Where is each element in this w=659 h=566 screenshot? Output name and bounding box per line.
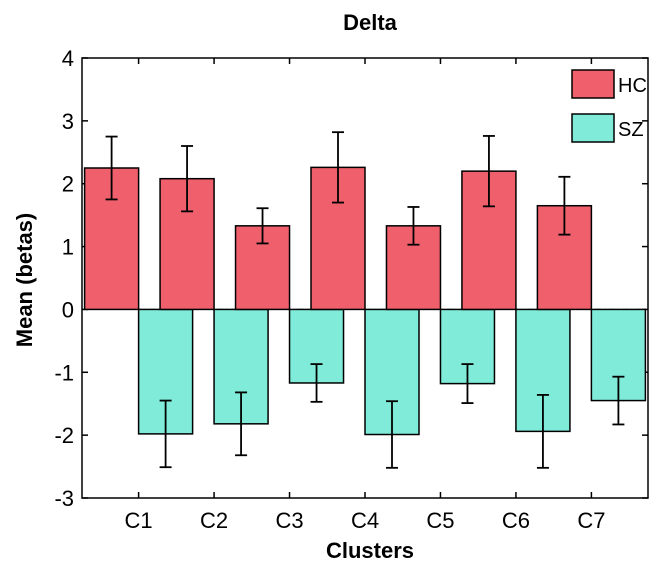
chart-title: Delta: [343, 10, 398, 35]
x-tick-label: C7: [577, 508, 605, 533]
y-tick-label: 1: [62, 235, 74, 260]
x-tick-label: C2: [200, 508, 228, 533]
plot-area: -3 -2 -1 0 1 2 3 4 C1 C2 C3 C4 C5 C6 C7 HC SZ: [54, 46, 649, 533]
legend-label-sz: SZ: [618, 119, 644, 141]
y-tick-label: -1: [54, 360, 74, 385]
x-tick-label: C3: [275, 508, 303, 533]
legend-swatch-sz: [571, 113, 615, 143]
x-tick-label: C4: [351, 508, 379, 533]
x-tick-label: C1: [125, 508, 153, 533]
bar-hc: [310, 166, 366, 311]
legend-swatch-hc: [571, 69, 615, 99]
y-tick-label: -2: [54, 423, 74, 448]
x-axis-label: Clusters: [326, 538, 414, 563]
x-tick-label: C5: [426, 508, 454, 533]
y-tick-label: 0: [62, 297, 74, 322]
y-tick-label: 2: [62, 172, 74, 197]
legend-label-hc: HC: [618, 75, 647, 97]
y-tick-label: 4: [62, 46, 74, 71]
x-tick-label: C6: [502, 508, 530, 533]
y-axis-label: Mean (betas): [12, 213, 37, 347]
y-tick-label: 3: [62, 109, 74, 134]
y-tick-label: -3: [54, 486, 74, 511]
